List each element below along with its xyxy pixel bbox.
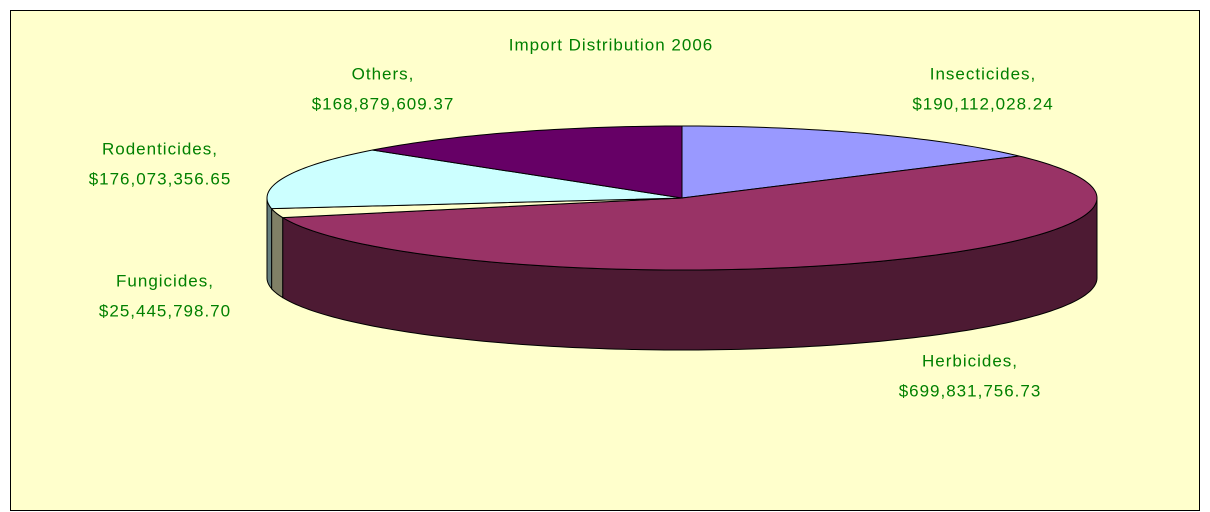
slice-value-label: $25,445,798.70: [99, 301, 231, 320]
slice-label: Herbicides,: [922, 351, 1018, 370]
slice-value-label: $699,831,756.73: [899, 381, 1042, 400]
slice-value-label: $168,879,609.37: [312, 94, 455, 113]
slice-side: [271, 207, 284, 299]
slice-label: Rodenticides,: [102, 139, 218, 158]
slice-side: [266, 197, 273, 291]
slice-value-label: $190,112,028.24: [912, 94, 1053, 113]
chart-title: Import Distribution 2006: [509, 35, 713, 54]
slice-label: Others,: [352, 64, 415, 83]
slice: [266, 149, 683, 210]
slice-label: Fungicides,: [116, 271, 214, 290]
slice-label: Insecticides,: [930, 64, 1037, 83]
slice: [372, 125, 683, 199]
slice: [280, 155, 1098, 271]
slice-value-label: $176,073,356.65: [89, 169, 232, 188]
slice: [681, 125, 1020, 199]
slice: [270, 197, 683, 219]
